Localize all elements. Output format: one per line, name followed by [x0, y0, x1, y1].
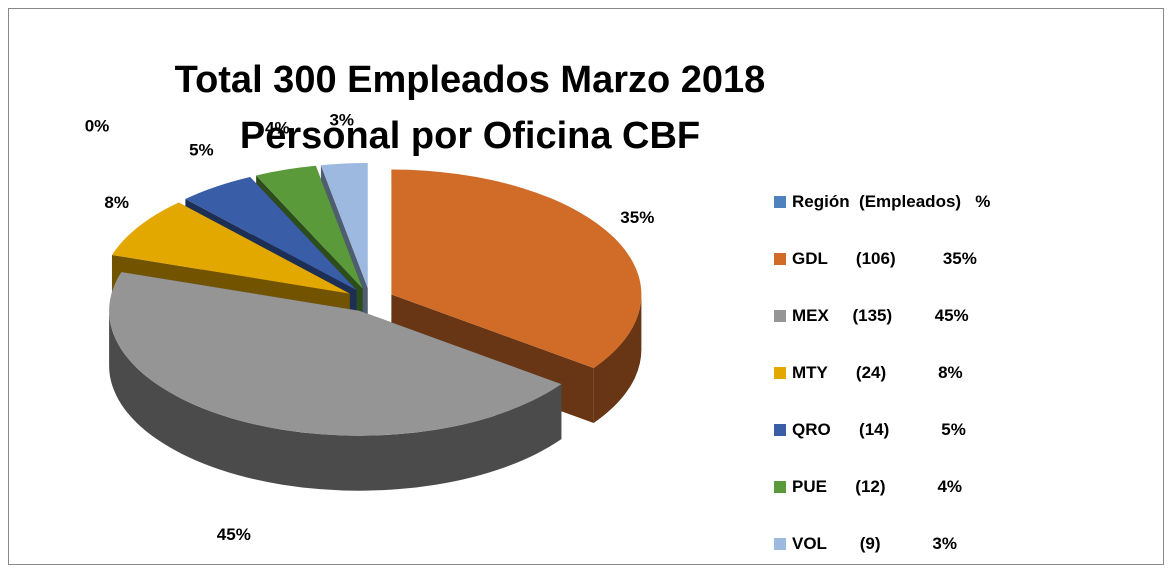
legend-item: MTY (24) 8% [774, 363, 963, 383]
legend-label: PUE (12) 4% [792, 477, 963, 496]
legend-swatch [774, 538, 786, 550]
legend-label: GDL (106) 35% [792, 249, 977, 268]
chart-frame [8, 8, 1164, 565]
slice-top [391, 169, 642, 369]
legend-swatch [774, 367, 786, 379]
legend-swatch [774, 253, 786, 265]
legend-swatch [774, 424, 786, 436]
legend-item: PUE (12) 4% [774, 477, 962, 497]
data-label: 35% [620, 208, 654, 227]
slice-top [256, 165, 363, 289]
slice-top [109, 272, 562, 436]
slice-wall [593, 294, 642, 424]
legend-item: MEX (135) 45% [774, 306, 969, 326]
legend-item: VOL (9) 3% [774, 534, 957, 554]
legend-swatch [774, 310, 786, 322]
slice-top [185, 176, 357, 291]
data-label: 45% [217, 525, 251, 544]
legend-item: QRO (14) 5% [774, 420, 966, 440]
data-label: 8% [104, 193, 129, 212]
chart-title: Total 300 Empleados Marzo 2018 Personal … [174, 59, 766, 157]
data-label: 4% [265, 118, 290, 137]
legend-label: Región (Empleados) % [792, 192, 991, 211]
legend-item: GDL (106) 35% [774, 249, 977, 269]
slice [109, 272, 562, 491]
legend-swatch [774, 196, 786, 208]
legend-label: QRO (14) 5% [792, 420, 966, 439]
data-label: 0% [85, 116, 110, 135]
slice-wall [109, 310, 562, 491]
data-label: 5% [189, 141, 214, 160]
legend-item: Región (Empleados) % [774, 192, 990, 212]
data-label: 3% [329, 110, 354, 129]
slice-top [111, 202, 350, 294]
slice-top [320, 163, 368, 289]
legend-label: MEX (135) 45% [792, 306, 969, 325]
legend-label: VOL (9) 3% [792, 534, 958, 553]
legend-swatch [774, 481, 786, 493]
legend-label: MTY (24) 8% [792, 363, 963, 382]
